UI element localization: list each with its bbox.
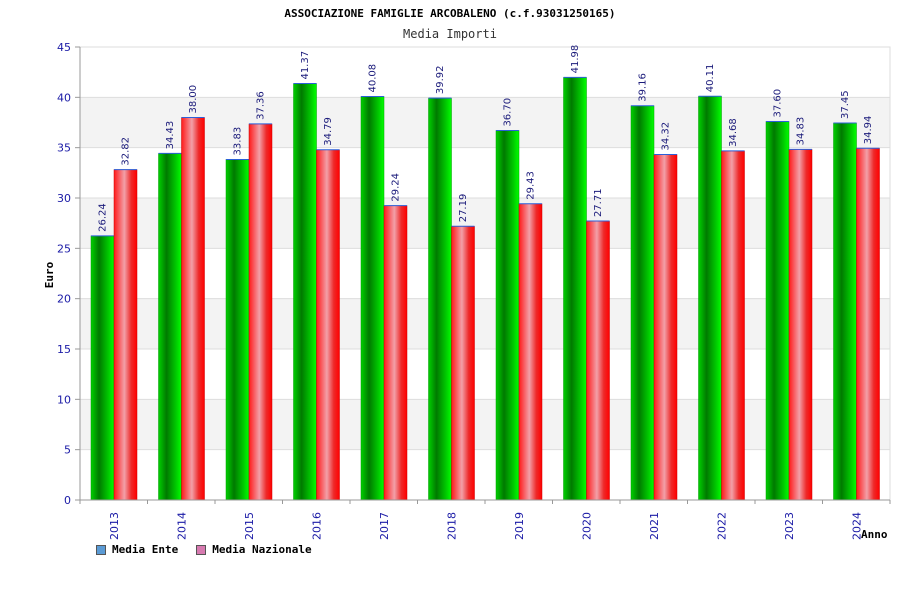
data-label: 36.70 xyxy=(503,98,514,127)
x-tick-label: 2021 xyxy=(648,512,661,540)
plot-band xyxy=(80,449,890,500)
y-tick-label: 30 xyxy=(57,192,71,205)
x-tick-label: 2020 xyxy=(581,512,594,540)
bar-media-ente xyxy=(90,235,115,501)
bar-media-ente xyxy=(158,153,182,501)
y-tick-label: 40 xyxy=(57,91,71,104)
data-label: 32.82 xyxy=(121,137,132,166)
data-label: 33.83 xyxy=(233,127,244,156)
x-tick-label: 2023 xyxy=(783,512,796,540)
data-label: 34.79 xyxy=(323,117,334,146)
data-label: 27.71 xyxy=(593,188,604,217)
plot-band xyxy=(80,97,890,148)
bar-media-ente xyxy=(563,77,587,501)
y-tick-label: 45 xyxy=(57,41,71,54)
data-label: 40.11 xyxy=(705,64,716,93)
legend-item-nazionale: Media Nazionale xyxy=(196,543,312,556)
plot-band xyxy=(80,399,890,450)
bar-media-nazionale xyxy=(113,169,138,501)
bar-media-ente xyxy=(630,105,655,501)
y-tick-label: 15 xyxy=(57,343,71,356)
legend-item-ente: Media Ente xyxy=(96,543,178,556)
x-tick-label: 2013 xyxy=(108,512,121,540)
y-tick-label: 35 xyxy=(57,142,71,155)
plot-band xyxy=(80,147,890,198)
bar-media-ente xyxy=(360,96,385,501)
bar-media-ente xyxy=(428,97,452,501)
bar-media-ente xyxy=(225,159,250,501)
bar-media-nazionale xyxy=(586,220,610,501)
bar-media-nazionale xyxy=(451,226,475,501)
y-tick-label: 0 xyxy=(64,494,71,507)
data-label: 29.24 xyxy=(391,173,402,202)
legend-swatch-ente xyxy=(96,544,106,555)
y-tick-label: 10 xyxy=(57,393,71,406)
bar-media-nazionale xyxy=(383,205,408,501)
data-label: 37.36 xyxy=(256,91,267,120)
plot-band xyxy=(80,248,890,299)
plot-background xyxy=(79,46,891,501)
legend: Media Ente Media Nazionale xyxy=(96,543,312,556)
data-label: 41.37 xyxy=(300,51,311,80)
data-label: 39.16 xyxy=(638,73,649,102)
legend-label-ente: Media Ente xyxy=(112,543,179,556)
x-tick-label: 2022 xyxy=(716,512,729,540)
data-label: 39.92 xyxy=(435,65,446,94)
x-tick-label: 2015 xyxy=(243,512,256,540)
legend-swatch-nazionale xyxy=(196,544,207,555)
data-label: 26.24 xyxy=(98,203,109,232)
bar-media-nazionale xyxy=(856,148,880,501)
x-tick-label: 2017 xyxy=(378,512,391,540)
plot-band xyxy=(80,198,890,249)
bar-media-ente xyxy=(698,95,722,501)
bar-media-nazionale xyxy=(518,203,543,501)
bar-media-nazionale xyxy=(181,117,205,501)
data-label: 41.98 xyxy=(570,45,581,74)
y-tick-label: 5 xyxy=(64,444,71,457)
legend-label-nazionale: Media Nazionale xyxy=(212,543,312,556)
x-tick-label: 2019 xyxy=(513,512,526,540)
chart-title: ASSOCIAZIONE FAMIGLIE ARCOBALENO (c.f.93… xyxy=(284,7,615,20)
y-axis-label: Euro xyxy=(43,261,56,288)
x-axis-label: Anno xyxy=(861,528,888,541)
bar-media-nazionale xyxy=(788,149,813,501)
data-label: 29.43 xyxy=(526,171,537,200)
bar-media-ente xyxy=(765,121,790,501)
data-label: 34.94 xyxy=(863,116,874,145)
bar-media-nazionale xyxy=(721,150,745,501)
y-tick-label: 20 xyxy=(57,293,71,306)
data-label: 34.43 xyxy=(165,121,176,150)
y-tick-label: 25 xyxy=(57,242,71,255)
data-label: 37.60 xyxy=(773,89,784,118)
x-tick-label: 2016 xyxy=(311,512,324,540)
bar-media-ente xyxy=(833,122,857,501)
data-label: 34.32 xyxy=(661,122,672,151)
x-axis: 2013 2014 2015 2016 2017 2018 2019 2020 2021 2022… xyxy=(79,499,891,540)
plot-band xyxy=(80,47,890,98)
data-label: 34.83 xyxy=(796,117,807,146)
bar-media-nazionale xyxy=(653,154,678,501)
bar-media-ente xyxy=(495,130,520,501)
bar-media-nazionale xyxy=(316,149,340,501)
x-tick-label: 2024 xyxy=(851,512,864,540)
data-labels: 26.24 32.82 34.43 38.00 33.83 37.36 41.37 34.79… xyxy=(98,45,875,232)
x-tick-label: 2018 xyxy=(446,512,459,540)
bar-media-nazionale xyxy=(248,123,273,501)
data-label: 27.19 xyxy=(458,194,469,223)
x-tick-label: 2014 xyxy=(176,512,189,540)
data-label: 40.08 xyxy=(368,64,379,93)
data-label: 37.45 xyxy=(840,90,851,119)
data-label: 34.68 xyxy=(728,118,739,147)
y-axis: 0 5 10 15 20 25 30 35 40 45 xyxy=(57,41,81,507)
data-label: 38.00 xyxy=(188,85,199,114)
plot-band xyxy=(80,298,890,349)
plot-band xyxy=(80,349,890,400)
bars xyxy=(90,76,880,501)
chart-subtitle: Media Importi xyxy=(403,27,497,41)
bar-media-ente xyxy=(293,83,317,501)
